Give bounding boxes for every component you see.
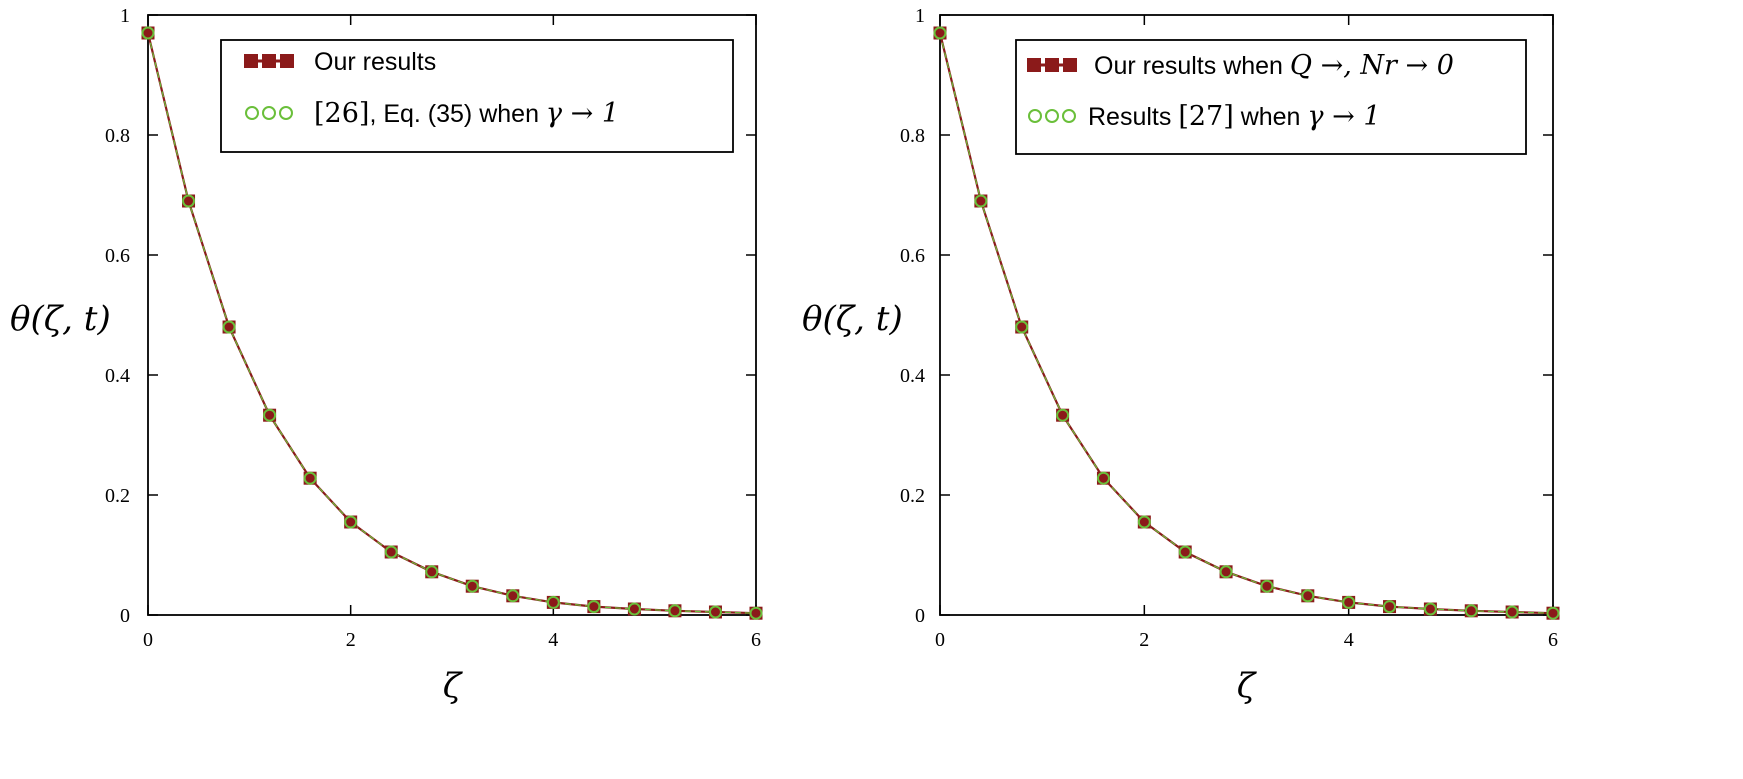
series-layer (141, 26, 763, 620)
data-point-circle (1423, 602, 1437, 616)
legend-box (220, 39, 734, 153)
legend-text: , Eq. (35) when (369, 100, 545, 128)
x-tick-label: 6 (1548, 629, 1558, 651)
data-point-circle (1056, 408, 1070, 422)
y-axis-label: θ(ζ, t) (10, 299, 111, 339)
y-tick-label: 0.8 (105, 125, 130, 147)
legend-math: γ → 1 (1307, 101, 1380, 132)
legend-marker-open-circle (245, 106, 293, 120)
data-point-circle (182, 194, 196, 208)
data-point-circle (1137, 515, 1151, 529)
x-tick-label: 0 (143, 629, 153, 651)
legend-entry-2: [26], Eq. (35) when γ → 1 (314, 98, 619, 129)
data-point-circle (749, 606, 763, 620)
data-point-circle (384, 545, 398, 559)
data-point-circle (222, 320, 236, 334)
y-tick-label: 0 (915, 605, 925, 627)
data-point-circle (546, 595, 560, 609)
data-point-circle (668, 604, 682, 618)
data-point-circle (1464, 604, 1478, 618)
legend-text: Results (1088, 103, 1178, 131)
tick-labels: 1 0.8 0.6 0.4 0.2 0 0 2 4 6 (900, 5, 1558, 651)
series-line (939, 32, 1554, 614)
series-layer (933, 26, 1560, 620)
x-tick-label: 4 (548, 629, 558, 651)
x-tick-label: 6 (751, 629, 761, 651)
y-tick-label: 0 (120, 605, 130, 627)
legend-marker-open-circle (1028, 109, 1076, 123)
y-axis-label: θ(ζ, t) (802, 299, 903, 339)
data-point-circle (708, 605, 722, 619)
x-tick-label: 2 (346, 629, 356, 651)
legend-math: Q →, Nr → 0 (1290, 50, 1454, 81)
y-tick-label: 0.4 (105, 365, 130, 387)
data-point-circle (1546, 606, 1560, 620)
legend-ref: [27] (1178, 101, 1233, 132)
data-point-circle (465, 579, 479, 593)
data-point-circle (425, 565, 439, 579)
legend-entry-1: Our results when Q →, Nr → 0 (1094, 50, 1454, 81)
data-point-circle (303, 471, 317, 485)
x-tick-label: 0 (935, 629, 945, 651)
plot-frame (147, 14, 757, 616)
y-tick-label: 0.8 (900, 125, 925, 147)
data-point-circle (627, 602, 641, 616)
legend-math: γ → 1 (546, 98, 619, 129)
x-axis-label: ζ (443, 666, 464, 706)
chart-right: 1 0.8 0.6 0.4 0.2 0 0 2 4 6 ζ θ(ζ, t) Ou… (802, 5, 1560, 706)
data-point-circle (344, 515, 358, 529)
legend-text: when (1234, 103, 1308, 131)
data-point-circle (1096, 471, 1110, 485)
legend: Our results when Q →, Nr → 0 Results [27… (1015, 39, 1527, 155)
plot-frame (939, 14, 1554, 616)
data-point-circle (506, 589, 520, 603)
data-point-circle (141, 26, 155, 40)
data-point-circle (587, 600, 601, 614)
legend-entry-1: Our results (314, 48, 436, 76)
legend-marker-filled-square (1027, 58, 1077, 72)
data-point-circle (1505, 605, 1519, 619)
data-point-circle (1178, 545, 1192, 559)
legend-marker-filled-square (244, 54, 294, 68)
data-point-circle (1342, 595, 1356, 609)
chart-left: 1 0.8 0.6 0.4 0.2 0 0 2 4 6 ζ θ(ζ, t) Ou… (10, 5, 763, 706)
data-point-circle (1301, 589, 1315, 603)
data-point-circle (1383, 600, 1397, 614)
y-tick-label: 0.2 (900, 485, 925, 507)
data-point-circle (1015, 320, 1029, 334)
x-axis-label: ζ (1237, 666, 1258, 706)
data-point-circle (974, 194, 988, 208)
x-tick-label: 4 (1344, 629, 1354, 651)
legend-entry-2: Results [27] when γ → 1 (1088, 101, 1381, 132)
legend-ref: [26] (314, 98, 369, 129)
y-tick-label: 1 (120, 5, 130, 27)
tick-labels: 1 0.8 0.6 0.4 0.2 0 0 2 4 6 (105, 5, 761, 651)
x-tick-label: 2 (1139, 629, 1149, 651)
data-point-circle (263, 408, 277, 422)
legend: Our results [26], Eq. (35) when γ → 1 (220, 39, 734, 153)
data-point-circle (1219, 565, 1233, 579)
y-tick-label: 1 (915, 5, 925, 27)
data-point-circle (933, 26, 947, 40)
y-tick-label: 0.4 (900, 365, 925, 387)
data-point-circle (1260, 579, 1274, 593)
legend-text: Our results when (1094, 52, 1290, 80)
y-tick-label: 0.6 (105, 245, 130, 267)
tick-marks (147, 14, 757, 616)
y-tick-label: 0.6 (900, 245, 925, 267)
y-tick-label: 0.2 (105, 485, 130, 507)
legend-box (1015, 39, 1527, 155)
series-line (147, 32, 757, 614)
